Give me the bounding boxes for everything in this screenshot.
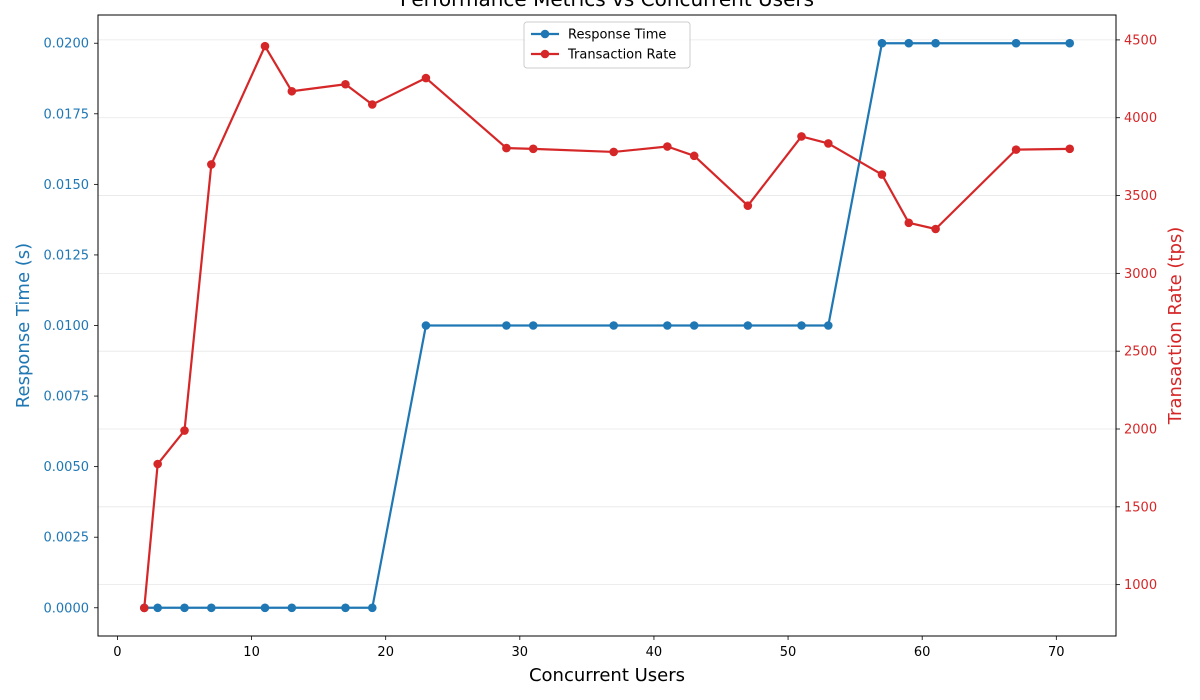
data-point-transaction-rate xyxy=(609,147,619,157)
legend-box xyxy=(523,21,691,69)
data-point-response-time xyxy=(1011,38,1021,48)
y-right-tick-label: 2000 xyxy=(1124,423,1157,438)
legend-label-response-time: Response Time xyxy=(568,28,666,43)
y-right-tick-label: 1500 xyxy=(1124,500,1157,515)
x-tick-label: 40 xyxy=(646,645,663,660)
data-point-response-time xyxy=(743,321,753,330)
data-point-transaction-rate xyxy=(663,142,672,151)
grid xyxy=(98,39,1116,586)
data-point-transaction-rate xyxy=(207,160,216,169)
y-left-tick-label: 0.0125 xyxy=(44,248,90,263)
data-point-response-time xyxy=(502,321,511,330)
data-point-transaction-rate xyxy=(743,201,753,210)
y-right-axis-label: Transaction Rate (tps) xyxy=(1165,227,1186,426)
y-right-axis: 1000 1500 2000 2500 3000 3500 4000 4500 xyxy=(1116,33,1157,593)
y-right-tick-label: 3000 xyxy=(1124,267,1157,282)
data-point-transaction-rate xyxy=(260,41,270,51)
data-point-response-time xyxy=(341,603,350,613)
y-left-tick-label: 0.0200 xyxy=(44,37,90,52)
x-axis: 0 10 20 30 40 50 60 70 xyxy=(113,636,1065,660)
x-tick-label: 50 xyxy=(780,645,797,660)
x-tick-label: 0 xyxy=(113,645,121,660)
data-point-transaction-rate xyxy=(341,79,350,89)
x-tick-label: 60 xyxy=(914,645,931,660)
x-tick-label: 70 xyxy=(1048,645,1065,660)
y-left-tick-label: 0.0175 xyxy=(44,107,90,122)
data-point-response-time xyxy=(528,321,538,330)
x-tick-label: 10 xyxy=(243,645,260,660)
data-point-transaction-rate xyxy=(797,132,806,141)
data-point-transaction-rate xyxy=(689,151,699,161)
data-point-response-time xyxy=(260,603,270,613)
data-point-response-time xyxy=(287,603,297,613)
data-point-transaction-rate xyxy=(877,170,887,179)
data-point-response-time xyxy=(180,603,189,613)
data-point-response-time xyxy=(824,321,833,330)
data-point-transaction-rate xyxy=(502,143,511,153)
x-tick-label: 30 xyxy=(512,645,529,660)
y-right-tick-label: 1000 xyxy=(1124,578,1157,593)
y-right-tick-label: 2500 xyxy=(1124,345,1157,360)
x-tick-label: 20 xyxy=(377,645,394,660)
series-line-transaction-rate xyxy=(143,45,1070,609)
legend-label-transaction-rate: Transaction Rate xyxy=(567,48,676,63)
data-point-transaction-rate xyxy=(1011,145,1021,154)
data-point-transaction-rate xyxy=(824,139,833,148)
data-point-transaction-rate xyxy=(421,73,431,83)
data-point-transaction-rate xyxy=(180,426,189,435)
data-point-response-time xyxy=(931,38,940,48)
data-point-response-time xyxy=(421,321,431,330)
y-left-tick-label: 0.0050 xyxy=(44,460,90,475)
data-point-transaction-rate xyxy=(528,144,538,154)
y-left-axis: 0.0000 0.0025 0.0050 0.0075 0.0100 0.0125 0.01… xyxy=(44,37,98,616)
data-point-response-time xyxy=(797,321,806,330)
legend-marker-transaction-rate xyxy=(540,49,550,59)
data-point-response-time xyxy=(609,321,619,330)
data-point-transaction-rate xyxy=(139,603,149,613)
data-point-transaction-rate xyxy=(287,86,297,96)
legend-marker-response-time xyxy=(540,29,550,39)
y-left-tick-label: 0.0075 xyxy=(44,390,90,405)
data-point-transaction-rate xyxy=(1065,144,1075,154)
data-point-transaction-rate xyxy=(904,218,914,228)
y-right-tick-label: 3500 xyxy=(1124,189,1157,204)
legend: Response Time Transaction Rate xyxy=(523,21,691,69)
y-left-tick-label: 0.0150 xyxy=(44,178,90,193)
y-left-axis-label: Response Time (s) xyxy=(13,243,34,408)
data-point-response-time xyxy=(1065,38,1075,48)
y-right-tick-label: 4500 xyxy=(1124,33,1157,48)
data-point-transaction-rate xyxy=(153,459,162,469)
y-left-tick-label: 0.0025 xyxy=(44,531,90,546)
data-point-response-time xyxy=(153,603,162,613)
data-point-response-time xyxy=(904,38,914,48)
chart-title: Performance Metrics vs Concurrent Users xyxy=(400,0,814,11)
x-axis-label: Concurrent Users xyxy=(529,665,685,686)
data-point-response-time xyxy=(663,321,672,330)
series-layer xyxy=(139,38,1075,613)
data-point-response-time xyxy=(877,38,887,48)
data-point-response-time xyxy=(367,603,377,613)
y-left-tick-label: 0.0000 xyxy=(44,601,90,616)
data-point-transaction-rate xyxy=(367,100,377,109)
data-point-transaction-rate xyxy=(931,224,940,234)
series-line-response-time xyxy=(144,42,1070,609)
data-point-response-time xyxy=(689,321,699,330)
data-point-response-time xyxy=(207,603,216,613)
y-left-tick-label: 0.0100 xyxy=(44,319,90,334)
y-right-tick-label: 4000 xyxy=(1124,111,1157,126)
